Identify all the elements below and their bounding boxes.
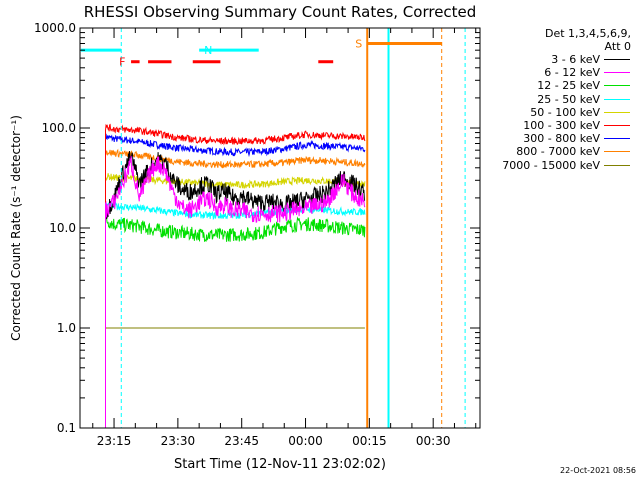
x-tick-label: 00:15 (352, 434, 387, 448)
legend-label: 6 - 12 keV (544, 66, 600, 80)
legend-item: 12 - 25 keV (482, 79, 632, 92)
legend-swatch (604, 85, 630, 87)
flag-n-label: N (204, 44, 212, 57)
x-tick-label: 23:45 (224, 434, 259, 448)
legend-swatch (604, 138, 630, 140)
legend-label: 3 - 6 keV (551, 53, 600, 66)
legend-item: 50 - 100 keV (482, 106, 632, 119)
legend-swatch (604, 72, 630, 74)
legend-swatch (604, 98, 630, 100)
series-line-300-800-kev (105, 133, 366, 428)
marker-layer (120, 28, 466, 428)
x-axis-label: Start Time (12-Nov-11 23:02:02) (174, 457, 386, 472)
flag-f-label: F (119, 56, 125, 69)
y-tick-label: 10.0 (49, 221, 76, 235)
date-stamp: 22-Oct-2021 08:56 (560, 466, 636, 475)
y-tick-label: 1.0 (57, 321, 76, 335)
legend: Det 1,3,4,5,6,9, Att 0 3 - 6 keV 6 - 12 k… (482, 27, 632, 172)
legend-label: 100 - 300 keV (523, 118, 600, 132)
chart-title: RHESSI Observing Summary Count Rates, Co… (84, 3, 477, 21)
legend-swatch (604, 151, 630, 153)
legend-item: 7000 - 15000 keV (482, 159, 632, 172)
flag-layer: N F S (81, 37, 442, 69)
series-line-100-300-kev (105, 123, 366, 428)
x-tick-label: 00:00 (288, 434, 323, 448)
legend-item: 300 - 800 keV (482, 132, 632, 145)
x-tick-label: 23:15 (97, 434, 132, 448)
legend-header-detectors: Det 1,3,4,5,6,9, (544, 27, 631, 40)
series-layer (105, 123, 366, 428)
x-tick-label: 23:30 (161, 434, 196, 448)
flag-s-label: S (355, 37, 362, 50)
series-line-3-6-kev (105, 151, 366, 428)
legend-label: 800 - 7000 keV (516, 145, 600, 159)
legend-swatch (604, 164, 630, 166)
y-tick-label: 1000.0 (34, 21, 76, 35)
series-line-12-25-kev (105, 215, 366, 428)
legend-label: 25 - 50 keV (537, 92, 600, 106)
series-line-6-12-kev (105, 155, 366, 428)
series-line-7000-15000-kev (105, 327, 365, 428)
legend-rows: 3 - 6 keV 6 - 12 keV 12 - 25 keV 25 - 50 ke… (482, 53, 632, 172)
y-axis-label: Corrected Count Rate (s⁻¹ detector⁻¹) (9, 115, 23, 341)
legend-item: 25 - 50 keV (482, 93, 632, 106)
legend-label: 300 - 800 keV (523, 132, 600, 146)
legend-item: 800 - 7000 keV (482, 145, 632, 158)
legend-header-attenuator: Att 0 (604, 40, 631, 53)
y-tick-label: 100.0 (42, 121, 76, 135)
axes-layer: 0.1 1.0 10.0 100.0 1000.0 23:15 23:30 23:45 00:0… (34, 21, 480, 448)
legend-item: 6 - 12 keV (482, 66, 632, 79)
legend-label: 7000 - 15000 keV (502, 158, 600, 172)
legend-item: 100 - 300 keV (482, 119, 632, 132)
legend-swatch (604, 124, 630, 126)
legend-label: 50 - 100 keV (530, 105, 600, 119)
x-tick-label: 00:30 (416, 434, 451, 448)
legend-item: 3 - 6 keV (482, 53, 632, 66)
y-tick-label: 0.1 (57, 421, 76, 435)
legend-label: 12 - 25 keV (537, 79, 600, 93)
legend-swatch (604, 111, 630, 113)
series-line-800-7000-kev (105, 148, 366, 428)
legend-swatch (604, 59, 630, 60)
